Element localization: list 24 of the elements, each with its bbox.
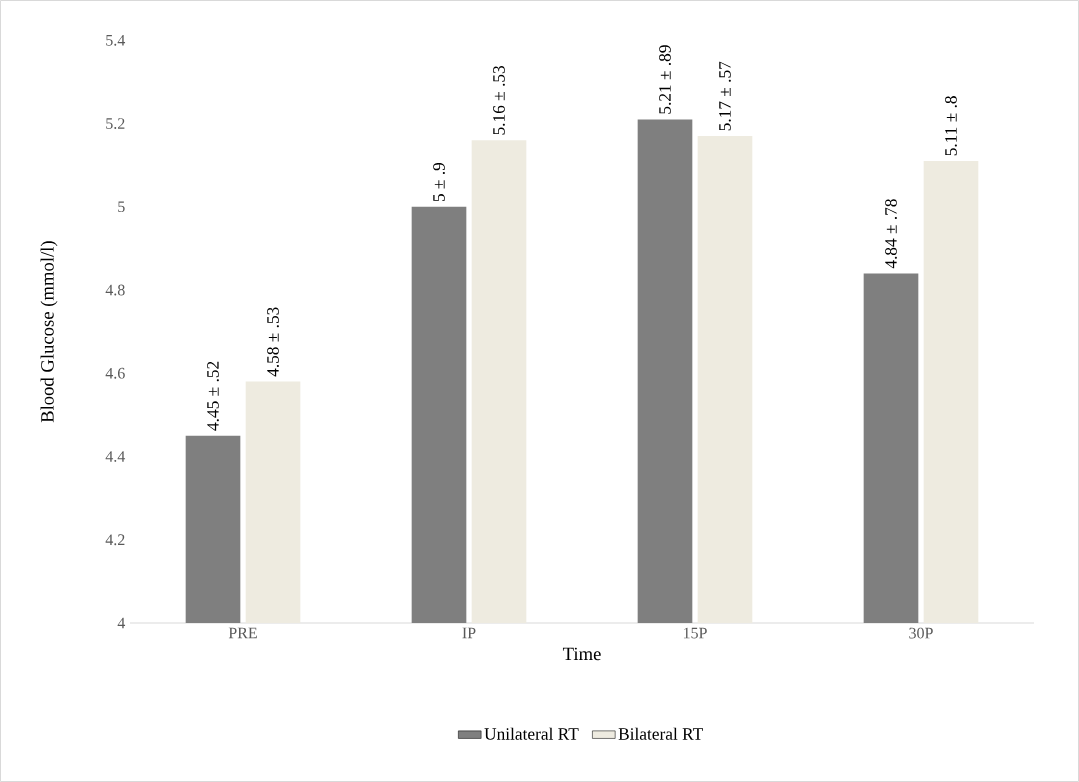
- data-label: 5.11 ± .8: [945, 96, 957, 156]
- x-tick-label: 15P: [683, 627, 707, 639]
- y-tick-label: 4: [117, 617, 126, 629]
- y-tick-label: 4.8: [105, 284, 125, 296]
- y-tick-label: 4.4: [105, 451, 126, 462]
- x-tick-label: 30P: [909, 627, 933, 639]
- data-label: 5.16 ± .53: [493, 66, 505, 135]
- y-tick-label: 4.2: [105, 534, 125, 546]
- data-label: 4.58 ± .53: [267, 307, 279, 377]
- y-tick-label: 5.4: [106, 34, 126, 46]
- legend-label: Unilateral RT: [484, 727, 579, 740]
- data-label: 4.45 ± .52: [207, 361, 219, 431]
- data-label: 5 ± .9: [433, 162, 445, 202]
- x-axis-title: Time: [562, 647, 601, 661]
- x-tick-label: PRE: [228, 627, 257, 639]
- y-tick-label: 4.6: [105, 367, 125, 379]
- y-tick-label: 5: [118, 201, 125, 213]
- data-label: 5.21 ± .89: [659, 45, 671, 114]
- data-label: 4.84 ± .78: [885, 199, 897, 269]
- x-tick-label: IP: [462, 627, 476, 639]
- y-axis-title: Blood Glucose (mmol/l): [40, 241, 58, 423]
- legend-label: Bilateral RT: [618, 727, 703, 740]
- y-tick-label: 5.2: [106, 118, 125, 129]
- data-label: 5.17 ± .57: [719, 61, 731, 131]
